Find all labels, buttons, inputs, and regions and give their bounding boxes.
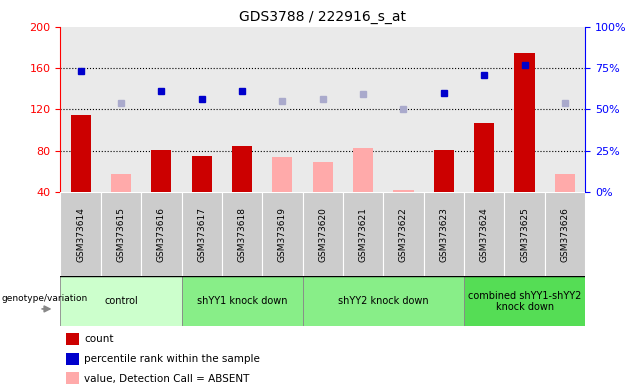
Bar (100, 27, 141, 192)
Text: combined shYY1-shYY2
knock down: combined shYY1-shYY2 knock down (468, 291, 581, 312)
Bar (60, 192, 100, 276)
Bar (141, 27, 181, 192)
Bar (141, 192, 181, 276)
Bar (394, 190, 413, 192)
Bar (343, 27, 384, 192)
Bar (464, 276, 585, 326)
Bar (232, 146, 252, 192)
Text: control: control (104, 296, 138, 306)
Text: GSM373620: GSM373620 (318, 207, 328, 262)
Bar (151, 150, 172, 192)
Text: GSM373619: GSM373619 (278, 207, 287, 262)
Text: genotype/variation: genotype/variation (1, 295, 88, 303)
Bar (303, 192, 343, 276)
Bar (111, 174, 131, 192)
Bar (515, 53, 535, 192)
Bar (434, 150, 454, 192)
Bar (545, 27, 585, 192)
Bar (343, 192, 384, 276)
Text: GSM373625: GSM373625 (520, 207, 529, 262)
Bar (71, 114, 91, 192)
Bar (262, 27, 303, 192)
Bar (100, 192, 141, 276)
Text: GSM373616: GSM373616 (157, 207, 166, 262)
Text: value, Detection Call = ABSENT: value, Detection Call = ABSENT (84, 374, 249, 384)
Bar (191, 156, 212, 192)
Bar (303, 276, 464, 326)
Bar (384, 192, 424, 276)
Bar (60, 27, 100, 192)
Text: GSM373618: GSM373618 (238, 207, 247, 262)
Bar (384, 27, 424, 192)
Bar (555, 174, 575, 192)
Bar (464, 192, 504, 276)
Bar (424, 192, 464, 276)
Bar (181, 27, 222, 192)
Text: shYY2 knock down: shYY2 knock down (338, 296, 429, 306)
Bar (504, 192, 545, 276)
Title: GDS3788 / 222916_s_at: GDS3788 / 222916_s_at (239, 10, 406, 25)
Bar (262, 192, 303, 276)
Text: GSM373621: GSM373621 (359, 207, 368, 262)
Bar (545, 192, 585, 276)
Bar (303, 27, 343, 192)
Bar (181, 276, 303, 326)
Bar (222, 27, 262, 192)
Bar (272, 157, 293, 192)
Bar (60, 276, 181, 326)
Bar (222, 192, 262, 276)
Text: GSM373617: GSM373617 (197, 207, 206, 262)
Text: GSM373624: GSM373624 (480, 207, 488, 262)
Bar (464, 27, 504, 192)
Bar (424, 27, 464, 192)
Bar (181, 192, 222, 276)
Text: shYY1 knock down: shYY1 knock down (197, 296, 287, 306)
Text: GSM373615: GSM373615 (116, 207, 125, 262)
Bar (353, 147, 373, 192)
Text: GSM373614: GSM373614 (76, 207, 85, 262)
Text: GSM373626: GSM373626 (560, 207, 569, 262)
Text: GSM373622: GSM373622 (399, 207, 408, 262)
Text: count: count (84, 334, 114, 344)
Bar (66, 353, 79, 365)
Text: percentile rank within the sample: percentile rank within the sample (84, 354, 260, 364)
Bar (66, 333, 79, 345)
Bar (313, 162, 333, 192)
Bar (66, 372, 79, 384)
Bar (504, 27, 545, 192)
Bar (474, 123, 494, 192)
Text: GSM373623: GSM373623 (439, 207, 448, 262)
